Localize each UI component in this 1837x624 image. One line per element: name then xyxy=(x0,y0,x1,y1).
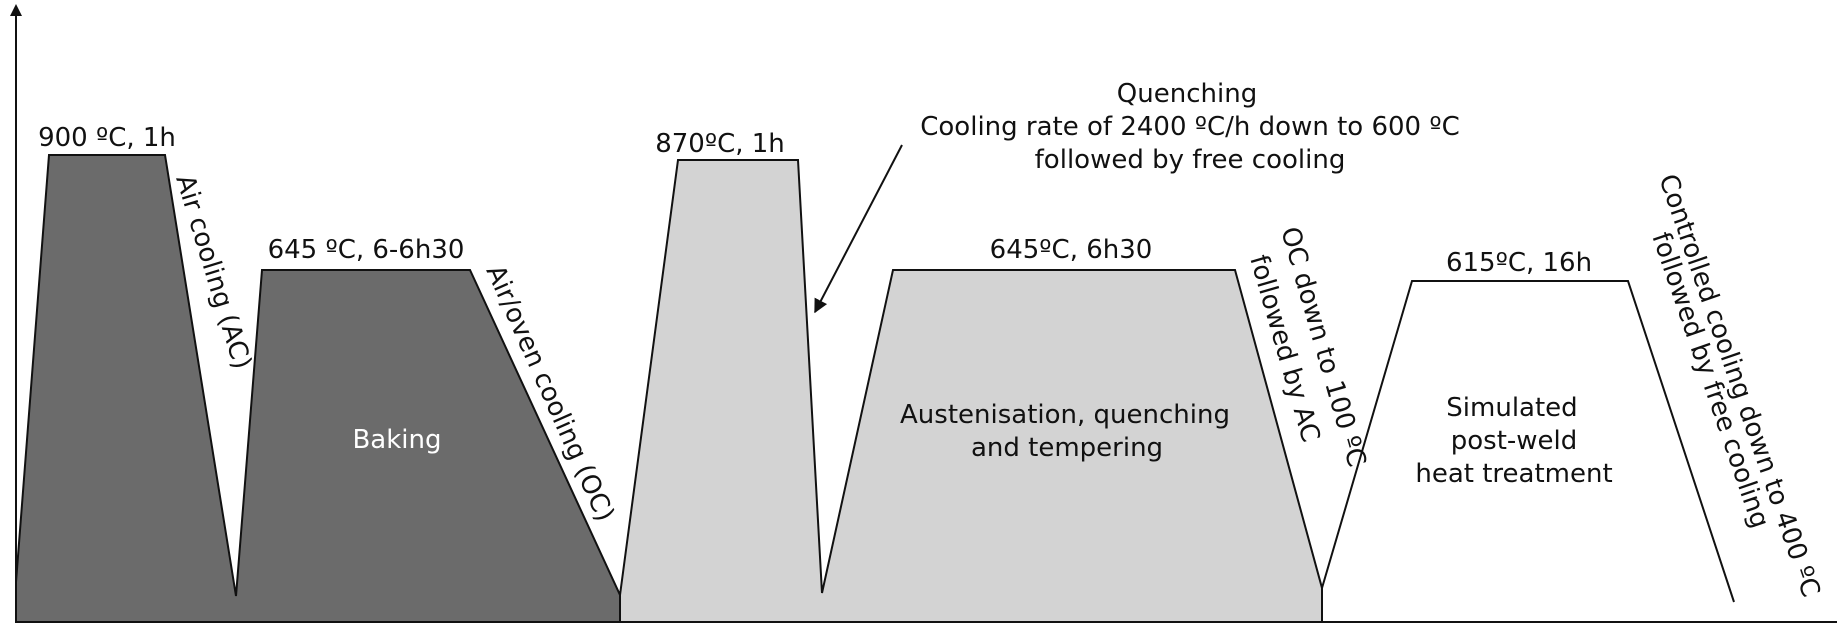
pwht-zone-label-line1: Simulated xyxy=(1446,393,1577,423)
quenching-note-line2: followed by free cooling xyxy=(1035,145,1346,175)
aqt-zone-label-line2: and tempering xyxy=(971,433,1163,463)
tempering-hold-label: 645ºC, 6h30 xyxy=(990,235,1153,265)
pwht-hold-label: 615ºC, 16h xyxy=(1446,248,1592,278)
pwht-zone-label-line2: post-weld xyxy=(1451,426,1578,456)
quenching-note-line1: Cooling rate of 2400 ºC/h down to 600 ºC xyxy=(920,112,1460,142)
baking-hold-label: 645 ºC, 6-6h30 xyxy=(268,235,465,265)
pwht-zone-label-line3: heat treatment xyxy=(1415,459,1612,489)
pwht-cooling-label-line1: Controlled cooling down to 400 ºC xyxy=(1652,171,1825,601)
baking-zone-label: Baking xyxy=(352,425,441,455)
austenisation-hold-label: 870ºC, 1h xyxy=(655,129,785,159)
pwht-curve xyxy=(1321,280,1735,603)
quenching-note-title: Quenching xyxy=(1117,79,1257,109)
quenching-arrow xyxy=(814,144,903,314)
austenisation-quenching-tempering-zone xyxy=(619,159,1323,623)
baking-zone xyxy=(15,154,621,623)
first-hold-label: 900 ºC, 1h xyxy=(38,123,176,153)
y-axis-arrow-icon xyxy=(10,4,22,16)
aqt-zone-label-line1: Austenisation, quenching xyxy=(900,400,1230,430)
